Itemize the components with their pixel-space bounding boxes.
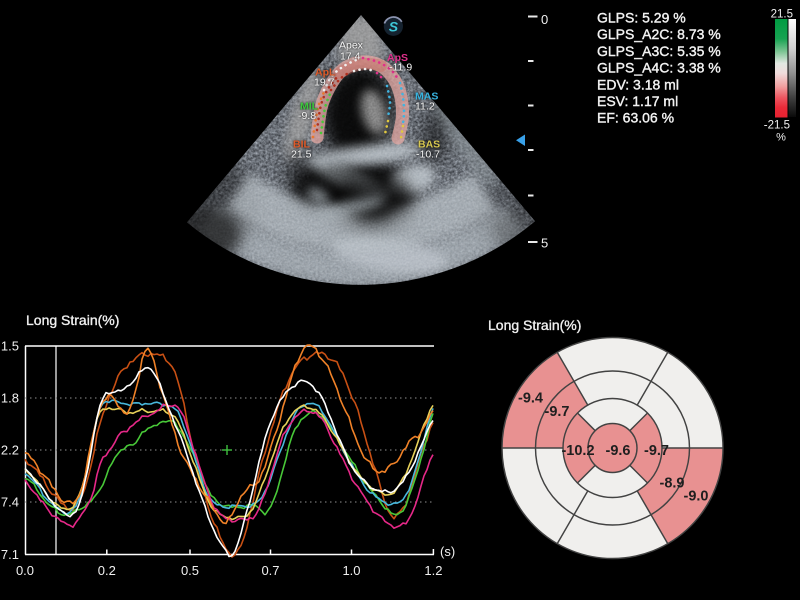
svg-text:-10.2: -10.2 (561, 443, 594, 459)
svg-text:0.5: 0.5 (181, 563, 199, 578)
svg-text:21.5: 21.5 (771, 9, 793, 21)
svg-text:GLPS_A3C: 5.35 %: GLPS_A3C: 5.35 % (597, 43, 721, 59)
svg-text:GLPS: 5.29 %: GLPS: 5.29 % (597, 10, 686, 26)
svg-text:21.5: 21.5 (291, 149, 312, 161)
svg-text:EDV: 3.18 ml: EDV: 3.18 ml (597, 76, 679, 92)
svg-text:ApS: ApS (387, 52, 408, 64)
svg-text:MIL: MIL (300, 101, 319, 113)
svg-text:19.7: 19.7 (314, 77, 335, 89)
svg-text:0.2: 0.2 (98, 563, 116, 578)
svg-text:11.2: 11.2 (415, 101, 435, 113)
svg-text:S: S (389, 19, 399, 35)
svg-text:1.8: 1.8 (1, 391, 19, 406)
svg-text:BAS: BAS (418, 139, 440, 151)
svg-text:1.2: 1.2 (424, 563, 442, 578)
svg-text:1.5: 1.5 (1, 339, 19, 354)
svg-text:7.4: 7.4 (1, 495, 19, 510)
svg-text:GLPS_A2C: 8.73 %: GLPS_A2C: 8.73 % (597, 26, 721, 42)
svg-text:Long Strain(%): Long Strain(%) (26, 312, 119, 328)
svg-text:(s): (s) (440, 544, 455, 559)
svg-text:-9.6: -9.6 (606, 443, 631, 459)
svg-text:ApL: ApL (315, 67, 336, 79)
svg-text:-9.7: -9.7 (644, 443, 669, 459)
svg-text:-9.4: -9.4 (518, 391, 543, 407)
svg-text:MAS: MAS (415, 91, 438, 103)
svg-text:GLPS_A4C: 3.38 %: GLPS_A4C: 3.38 % (597, 60, 721, 76)
svg-text:7.1: 7.1 (1, 547, 19, 562)
svg-text:BIL: BIL (293, 139, 311, 151)
svg-text:1.0: 1.0 (342, 563, 360, 578)
svg-text:ESV: 1.17 ml: ESV: 1.17 ml (597, 93, 678, 109)
svg-text:17.4: 17.4 (340, 51, 361, 63)
svg-text:-11.9: -11.9 (389, 62, 412, 74)
svg-text:-9.7: -9.7 (545, 404, 570, 420)
svg-text:Long Strain(%): Long Strain(%) (488, 317, 581, 333)
svg-text:0.7: 0.7 (261, 563, 279, 578)
svg-text:5: 5 (541, 236, 548, 251)
svg-text:2.2: 2.2 (1, 443, 19, 458)
svg-text:0: 0 (541, 12, 548, 27)
svg-text:-9.0: -9.0 (684, 489, 709, 505)
svg-text:-21.5: -21.5 (764, 120, 790, 132)
svg-text:EF: 63.06 %: EF: 63.06 % (597, 110, 674, 126)
svg-text:0.0: 0.0 (16, 563, 34, 578)
svg-text:Apex: Apex (339, 40, 364, 52)
svg-text:-9.8: -9.8 (298, 110, 316, 122)
svg-text:-10.7: -10.7 (416, 149, 440, 161)
svg-text:-8.9: -8.9 (660, 476, 685, 492)
svg-text:%: % (776, 132, 786, 144)
